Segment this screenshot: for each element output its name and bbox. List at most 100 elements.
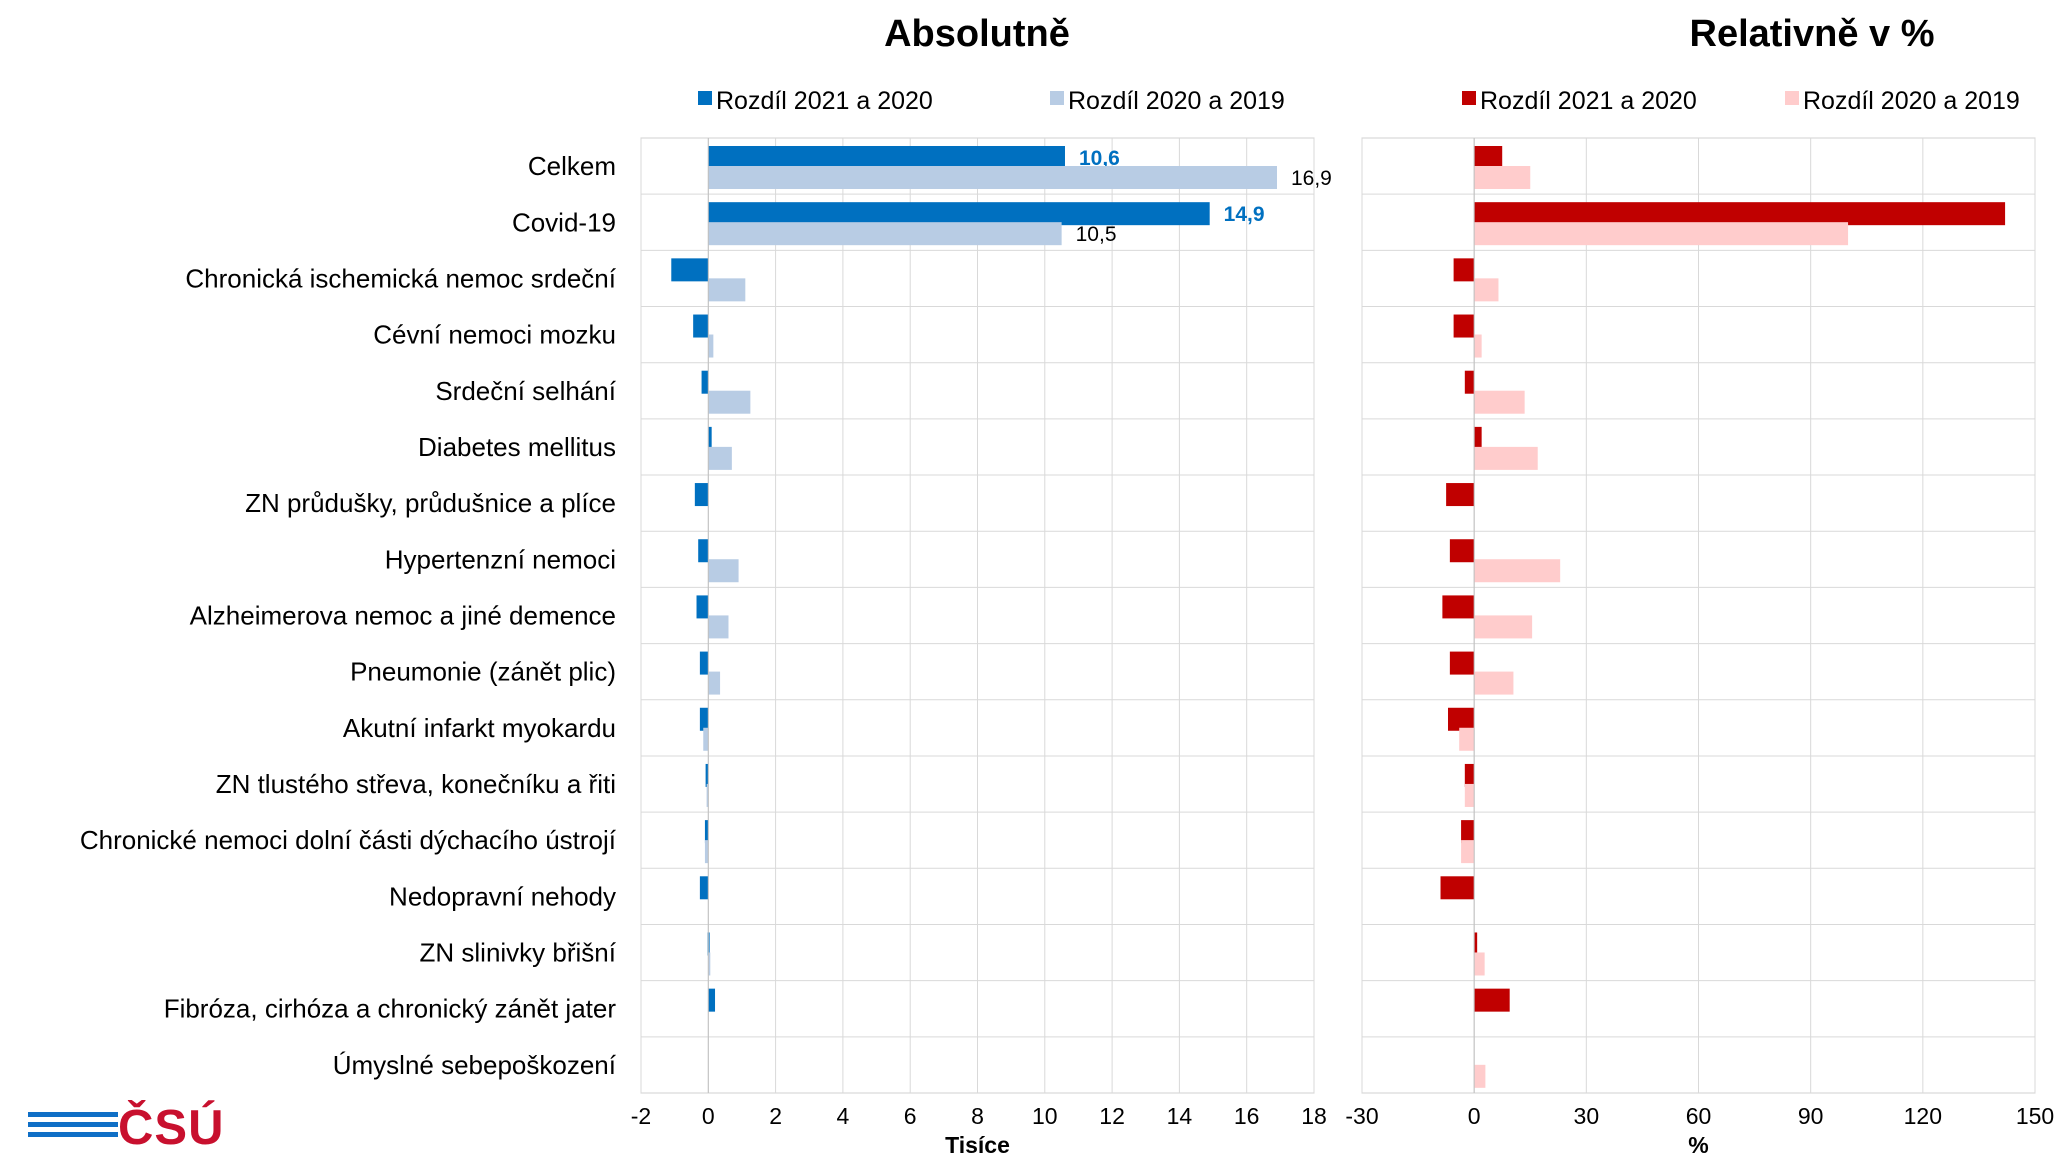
abs-tick-label: -2 (631, 1103, 651, 1129)
rel-bar-series2 (1459, 727, 1475, 751)
rel-panel-title: Relativně v % (1690, 13, 1935, 55)
abs-data-label: 10,6 (1079, 147, 1120, 170)
category-label: Hypertenzní nemoci (385, 544, 616, 574)
category-label: Alzheimerova nemoc a jiné demence (190, 601, 616, 631)
category-label: Pneumonie (zánět plic) (350, 657, 616, 687)
category-label: Úmyslné sebepoškození (333, 1050, 617, 1080)
rel-tick-label: 0 (1468, 1103, 1481, 1129)
abs-bar-series1 (708, 146, 1065, 169)
abs-legend-swatch (698, 91, 712, 105)
rel-legend-swatch (1462, 91, 1476, 105)
abs-data-label: 16,9 (1291, 167, 1332, 190)
category-label: Fibróza, cirhóza a chronický zánět jater (164, 994, 617, 1024)
abs-bar-series1 (701, 370, 709, 394)
abs-legend-swatch (1050, 91, 1064, 105)
rel-bar-series1 (1453, 258, 1475, 282)
rel-bar-series2 (1474, 222, 1849, 246)
abs-legend-label: Rozdíl 2021 a 2020 (716, 87, 933, 115)
rel-bar-series1 (1447, 707, 1475, 731)
rel-bar-series2 (1474, 166, 1531, 189)
abs-bar-series2 (706, 783, 709, 807)
rel-bar-series2 (1474, 390, 1525, 414)
rel-bar-series1 (1474, 988, 1510, 1012)
abs-bar-series2 (703, 727, 709, 751)
rel-tick-label: 30 (1574, 1103, 1600, 1129)
rel-bar-series2 (1464, 783, 1475, 807)
abs-bar-series2 (708, 166, 1277, 189)
abs-bar-series2 (708, 334, 714, 358)
category-label: Srdeční selhání (435, 376, 616, 406)
rel-bar-series1 (1449, 651, 1475, 675)
abs-tick-label: 2 (769, 1103, 782, 1129)
rel-tick-label: 120 (1904, 1103, 1942, 1129)
abs-tick-label: 10 (1032, 1103, 1058, 1129)
abs-bar-series1 (699, 651, 709, 675)
category-label: Covid-19 (512, 207, 616, 237)
abs-bar-series2 (708, 952, 711, 976)
category-label: ZN slinivky břišní (420, 938, 617, 968)
rel-legend-label: Rozdíl 2020 a 2019 (1803, 87, 2020, 115)
rel-bar-series2 (1474, 671, 1514, 695)
rel-legend-label: Rozdíl 2021 a 2020 (1480, 87, 1697, 115)
category-label: ZN tlustého střeva, konečníku a řiti (216, 769, 616, 799)
rel-bar-series1 (1440, 876, 1475, 900)
abs-legend-label: Rozdíl 2020 a 2019 (1068, 87, 1285, 115)
rel-bar-series2 (1474, 446, 1538, 470)
abs-bar-series2 (708, 671, 721, 695)
rel-bar-series2 (1474, 952, 1485, 976)
category-label: Cévní nemoci mozku (373, 320, 616, 350)
rel-bar-series1 (1474, 932, 1478, 956)
abs-tick-label: 12 (1099, 1103, 1125, 1129)
abs-bar-series1 (696, 595, 709, 619)
category-label: Chronická ischemická nemoc srdeční (185, 263, 616, 293)
rel-bar-series2 (1474, 1064, 1486, 1088)
rel-bar-series1 (1449, 539, 1475, 563)
abs-tick-label: 0 (702, 1103, 715, 1129)
rel-bar-series1 (1474, 202, 2006, 226)
abs-bar-series2 (708, 615, 729, 639)
logo-text: ČSÚ (118, 1101, 225, 1155)
category-label: Diabetes mellitus (418, 432, 616, 462)
abs-bar-series1 (708, 426, 712, 450)
rel-bar-series1 (1474, 146, 1503, 169)
abs-bar-series2 (708, 390, 751, 414)
rel-bar-series1 (1446, 483, 1475, 507)
rel-bar-series1 (1442, 595, 1475, 619)
rel-bar-series2 (1474, 278, 1499, 302)
rel-bar-series2 (1461, 840, 1475, 864)
abs-bar-series1 (708, 202, 1210, 226)
rel-bar-series1 (1453, 314, 1475, 338)
abs-tick-label: 18 (1301, 1103, 1327, 1129)
abs-bar-series1 (704, 820, 709, 844)
rel-tick-label: 60 (1686, 1103, 1712, 1129)
abs-bar-series2 (708, 446, 732, 470)
rel-bar-series2 (1474, 559, 1561, 583)
abs-tick-label: 14 (1167, 1103, 1193, 1129)
abs-tick-label: 16 (1234, 1103, 1260, 1129)
rel-axis-title: % (1688, 1132, 1708, 1158)
rel-tick-label: 90 (1798, 1103, 1824, 1129)
abs-bar-series2 (708, 222, 1062, 246)
rel-tick-label: 150 (2016, 1103, 2054, 1129)
abs-bar-series2 (708, 278, 746, 302)
category-label: ZN průdušky, průdušnice a plíce (245, 488, 616, 518)
abs-tick-label: 6 (904, 1103, 917, 1129)
abs-tick-label: 8 (971, 1103, 984, 1129)
logo-lines-icon (28, 1112, 118, 1142)
rel-bar-series1 (1461, 820, 1475, 844)
abs-bar-series1 (708, 988, 716, 1012)
abs-bar-series1 (699, 707, 709, 731)
abs-panel-title: Absolutně (884, 13, 1070, 55)
category-label: Chronické nemoci dolní části dýchacího ú… (80, 825, 617, 855)
abs-bar-series1 (705, 763, 709, 787)
abs-bar-series2 (704, 840, 709, 864)
abs-bar-series1 (693, 314, 709, 338)
abs-axis-title: Tisíce (945, 1132, 1010, 1158)
category-label: Akutní infarkt myokardu (343, 713, 616, 743)
rel-bar-series2 (1474, 615, 1533, 639)
abs-bar-series1 (671, 258, 709, 282)
abs-tick-label: 4 (837, 1103, 850, 1129)
rel-tick-label: -30 (1345, 1103, 1378, 1129)
abs-data-label: 14,9 (1224, 203, 1265, 226)
